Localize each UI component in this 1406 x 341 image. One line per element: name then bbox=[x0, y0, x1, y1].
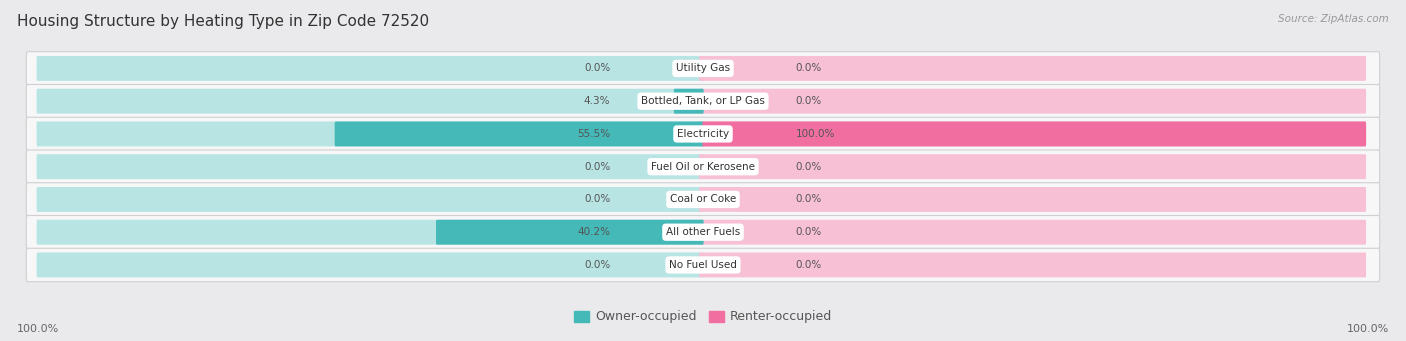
Text: Housing Structure by Heating Type in Zip Code 72520: Housing Structure by Heating Type in Zip… bbox=[17, 14, 429, 29]
Text: Coal or Coke: Coal or Coke bbox=[669, 194, 737, 205]
Text: Bottled, Tank, or LP Gas: Bottled, Tank, or LP Gas bbox=[641, 96, 765, 106]
FancyBboxPatch shape bbox=[27, 216, 1379, 249]
Text: 40.2%: 40.2% bbox=[578, 227, 610, 237]
Text: 0.0%: 0.0% bbox=[796, 194, 823, 205]
Text: 0.0%: 0.0% bbox=[796, 63, 823, 73]
FancyBboxPatch shape bbox=[699, 187, 1367, 212]
FancyBboxPatch shape bbox=[37, 154, 703, 179]
FancyBboxPatch shape bbox=[699, 89, 1367, 114]
FancyBboxPatch shape bbox=[37, 187, 703, 212]
FancyBboxPatch shape bbox=[699, 220, 1367, 244]
Text: 100.0%: 100.0% bbox=[1347, 324, 1389, 334]
FancyBboxPatch shape bbox=[37, 56, 703, 81]
Text: 0.0%: 0.0% bbox=[583, 194, 610, 205]
Text: 0.0%: 0.0% bbox=[796, 260, 823, 270]
Text: 100.0%: 100.0% bbox=[17, 324, 59, 334]
Text: Fuel Oil or Kerosene: Fuel Oil or Kerosene bbox=[651, 162, 755, 172]
FancyBboxPatch shape bbox=[27, 52, 1379, 85]
FancyBboxPatch shape bbox=[37, 220, 703, 244]
Text: 0.0%: 0.0% bbox=[583, 162, 610, 172]
FancyBboxPatch shape bbox=[27, 183, 1379, 216]
FancyBboxPatch shape bbox=[27, 85, 1379, 118]
Text: 0.0%: 0.0% bbox=[583, 63, 610, 73]
Text: Source: ZipAtlas.com: Source: ZipAtlas.com bbox=[1278, 14, 1389, 24]
Text: 0.0%: 0.0% bbox=[796, 227, 823, 237]
FancyBboxPatch shape bbox=[27, 117, 1379, 151]
FancyBboxPatch shape bbox=[436, 220, 703, 244]
FancyBboxPatch shape bbox=[37, 89, 703, 114]
Text: No Fuel Used: No Fuel Used bbox=[669, 260, 737, 270]
Text: 0.0%: 0.0% bbox=[796, 162, 823, 172]
Legend: Owner-occupied, Renter-occupied: Owner-occupied, Renter-occupied bbox=[568, 306, 838, 328]
Text: 0.0%: 0.0% bbox=[796, 96, 823, 106]
FancyBboxPatch shape bbox=[703, 121, 1367, 146]
FancyBboxPatch shape bbox=[37, 252, 703, 278]
Text: 55.5%: 55.5% bbox=[576, 129, 610, 139]
FancyBboxPatch shape bbox=[699, 154, 1367, 179]
FancyBboxPatch shape bbox=[699, 56, 1367, 81]
Text: 4.3%: 4.3% bbox=[583, 96, 610, 106]
FancyBboxPatch shape bbox=[37, 121, 703, 146]
FancyBboxPatch shape bbox=[699, 121, 1367, 146]
FancyBboxPatch shape bbox=[699, 252, 1367, 278]
Text: 0.0%: 0.0% bbox=[583, 260, 610, 270]
FancyBboxPatch shape bbox=[27, 150, 1379, 183]
Text: Utility Gas: Utility Gas bbox=[676, 63, 730, 73]
Text: Electricity: Electricity bbox=[676, 129, 730, 139]
Text: All other Fuels: All other Fuels bbox=[666, 227, 740, 237]
FancyBboxPatch shape bbox=[673, 89, 703, 114]
Text: 100.0%: 100.0% bbox=[796, 129, 835, 139]
FancyBboxPatch shape bbox=[335, 121, 703, 146]
FancyBboxPatch shape bbox=[27, 248, 1379, 282]
